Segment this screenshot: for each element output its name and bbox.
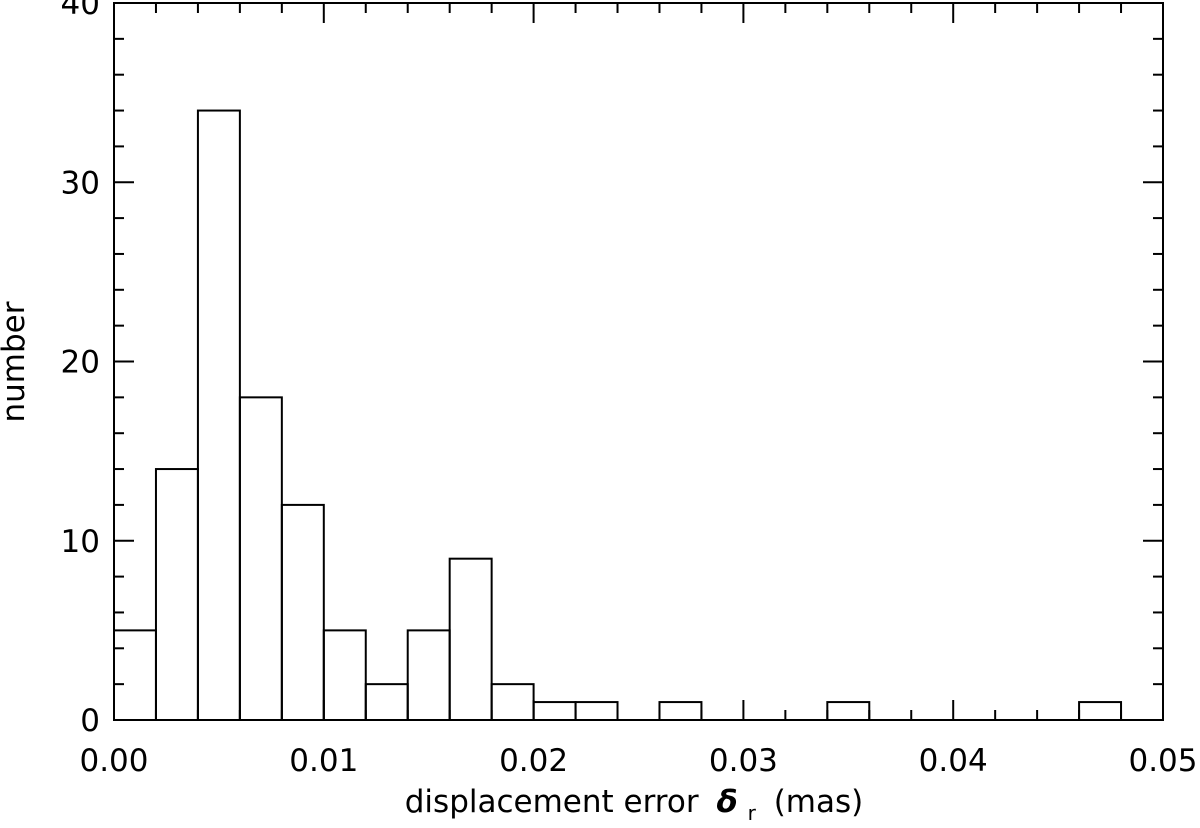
histogram-bar-14 bbox=[1078, 701, 1123, 722]
histogram-bar-4 bbox=[280, 503, 325, 721]
histogram-bar-1 bbox=[154, 468, 199, 721]
histogram-bar-6 bbox=[364, 683, 409, 722]
axis-ticks bbox=[113, 2, 1164, 721]
histogram-bar-7 bbox=[406, 629, 451, 721]
x-tick-label-5: 0.05 bbox=[1128, 743, 1197, 779]
histogram-bar-2 bbox=[196, 109, 241, 722]
x-axis-label-text: displacement error bbox=[405, 784, 699, 820]
histogram-bar-11 bbox=[574, 701, 619, 722]
x-tick-labels: 0.00 0.01 0.02 0.03 0.04 0.05 bbox=[79, 743, 1197, 779]
histogram-bar-0 bbox=[113, 629, 157, 721]
x-axis-label-symbol: δ bbox=[716, 784, 737, 820]
x-tick-label-1: 0.01 bbox=[289, 743, 358, 779]
histogram-bar-9 bbox=[490, 683, 535, 722]
histogram-bar-5 bbox=[322, 629, 367, 721]
y-tick-label-4: 40 bbox=[61, 0, 100, 22]
y-tick-label-2: 20 bbox=[61, 345, 100, 381]
y-tick-label-1: 10 bbox=[61, 524, 100, 560]
x-tick-label-3: 0.03 bbox=[709, 743, 778, 779]
x-tick-label-0: 0.00 bbox=[79, 743, 148, 779]
y-axis-label: number bbox=[0, 301, 32, 422]
histogram-bars bbox=[113, 109, 1123, 722]
x-axis-label-subscript: r bbox=[748, 801, 757, 825]
histogram-bar-12 bbox=[658, 701, 703, 722]
y-tick-label-0: 0 bbox=[80, 703, 100, 739]
x-axis-label: displacement error δ r (mas) bbox=[405, 784, 864, 828]
x-tick-label-4: 0.04 bbox=[919, 743, 988, 779]
y-tick-label-3: 30 bbox=[61, 165, 100, 201]
histogram-bar-13 bbox=[826, 701, 871, 722]
plot-frame bbox=[113, 2, 1164, 721]
histogram-bar-3 bbox=[238, 396, 283, 721]
histogram-bar-8 bbox=[448, 557, 493, 721]
x-tick-label-2: 0.02 bbox=[499, 743, 568, 779]
y-tick-labels: 0 10 20 30 40 bbox=[61, 0, 100, 739]
x-axis-label-units: (mas) bbox=[774, 784, 864, 820]
histogram-bar-10 bbox=[532, 701, 577, 722]
